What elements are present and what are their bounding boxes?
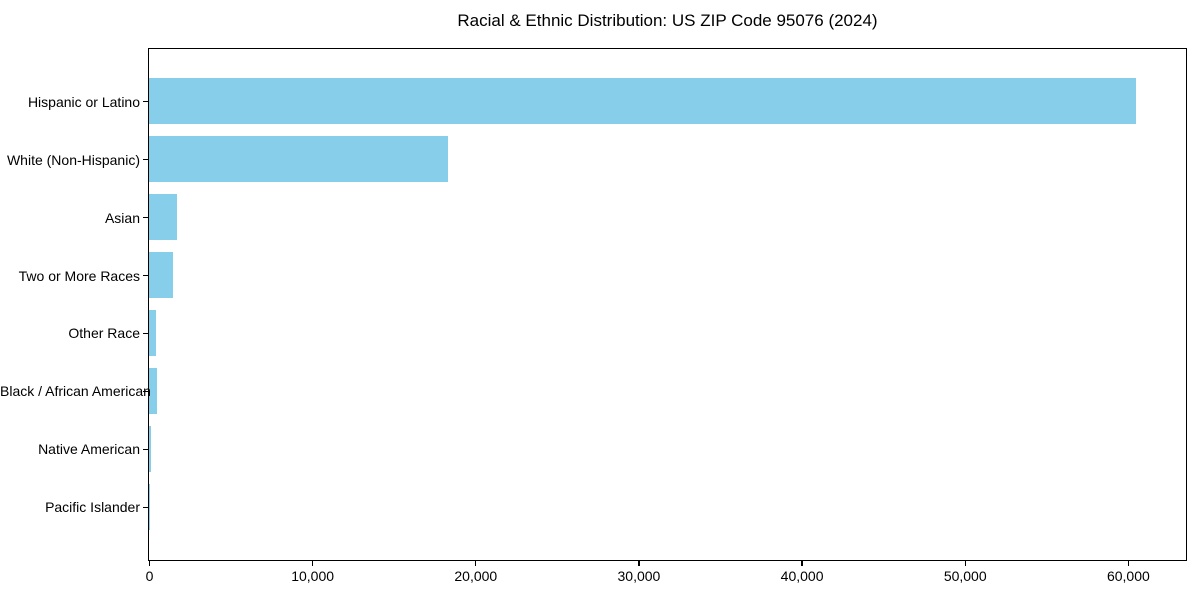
bar: [149, 135, 448, 183]
y-tick-mark: [143, 332, 148, 335]
x-tick-label: 10,000: [291, 568, 335, 584]
y-tick-mark: [143, 448, 148, 451]
x-tick-label: 60,000: [1106, 568, 1150, 584]
y-tick-label: White (Non-Hispanic): [6, 151, 140, 168]
y-tick-mark: [143, 506, 148, 508]
bar: [149, 77, 1137, 125]
x-tick-mark: [475, 561, 477, 566]
chart-title: Racial & Ethnic Distribution: US ZIP Cod…: [457, 11, 878, 30]
bar: [149, 425, 151, 473]
x-tick-mark: [801, 561, 803, 566]
y-tick-mark: [143, 274, 148, 277]
y-tick-label: Pacific Islander: [45, 499, 140, 516]
y-tick-mark: [143, 158, 148, 161]
x-tick-label: 0: [145, 568, 154, 584]
x-tick-label: 20,000: [454, 568, 498, 584]
x-tick-mark: [148, 561, 151, 566]
y-tick-label: Other Race: [68, 325, 140, 342]
y-tick-label: Black / African American: [0, 383, 151, 400]
plot-area: [148, 48, 1187, 561]
y-tick-mark: [143, 101, 148, 103]
x-tick-mark: [311, 561, 314, 566]
x-tick-label: 30,000: [617, 568, 661, 584]
y-tick-mark: [143, 216, 148, 219]
x-tick-label: 40,000: [780, 568, 824, 584]
bar: [149, 193, 177, 241]
x-tick-mark: [964, 561, 966, 566]
bar: [149, 483, 150, 531]
bar: [149, 251, 174, 299]
x-tick-mark: [638, 561, 640, 566]
y-tick-label: Native American: [38, 441, 140, 458]
x-tick-label: 50,000: [943, 568, 987, 584]
y-tick-label: Two or More Races: [18, 267, 140, 284]
bar: [149, 367, 157, 415]
x-tick-mark: [1127, 561, 1130, 566]
y-tick-label: Hispanic or Latino: [27, 93, 140, 110]
y-tick-mark: [143, 390, 148, 393]
y-tick-label: Asian: [104, 209, 140, 226]
bar: [149, 309, 157, 357]
